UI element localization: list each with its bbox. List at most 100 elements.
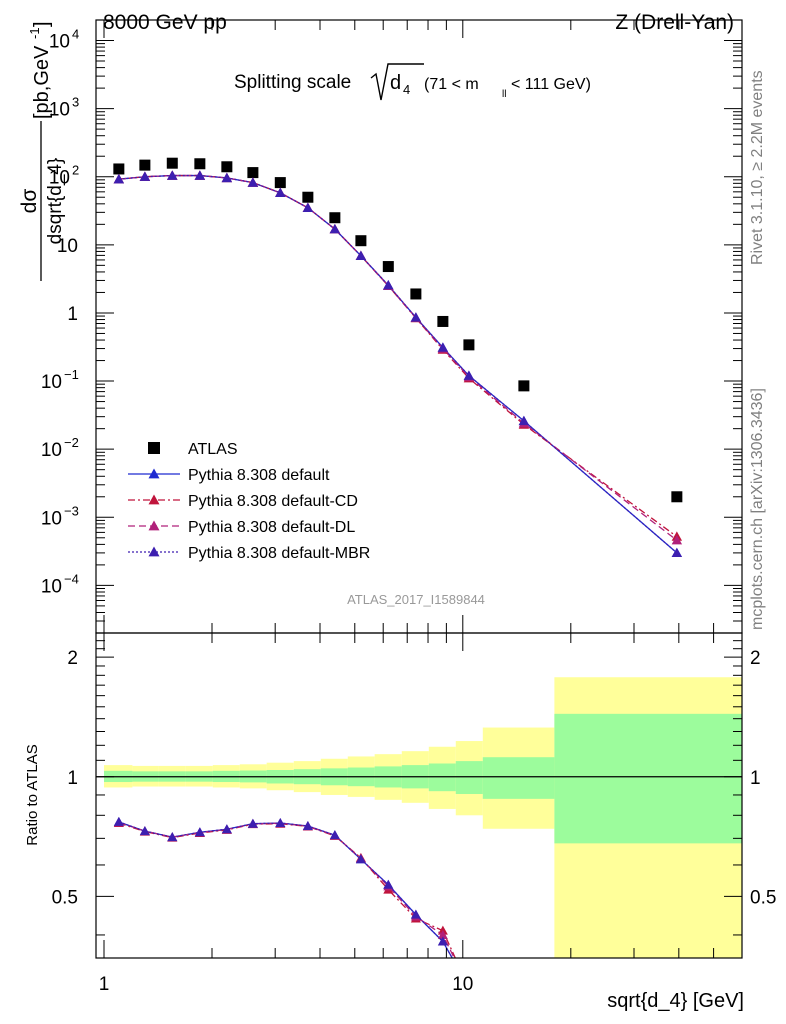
- ratio-series-group: [113, 816, 456, 958]
- atlas-data-point: [113, 163, 125, 175]
- main-y-axis-label: dσ dsqrt{d_4} [pb,GeV -1 ]: [18, 21, 66, 281]
- ratio-y-tick-label-right: 2: [750, 648, 761, 669]
- ratio-marker-3: [329, 830, 340, 840]
- ratio-marker-3: [355, 854, 366, 864]
- series-marker-4: [167, 170, 178, 180]
- title-subscript: 4: [403, 82, 410, 97]
- y-tick-exponent: −4: [64, 571, 79, 586]
- main-series-group: [113, 157, 683, 558]
- series-marker-4: [671, 547, 683, 558]
- ratio-marker-2: [437, 929, 448, 939]
- legend: ATLAS Pythia 8.308 default Pythia 8.308 de…: [128, 441, 370, 562]
- ratio-line-1: [118, 822, 456, 958]
- series-marker-4: [275, 187, 286, 197]
- atlas-data-point: [410, 288, 422, 300]
- ratio-y-tick-label: 2: [67, 648, 78, 669]
- y-tick-label: 1: [67, 304, 78, 325]
- ratio-marker-3: [247, 818, 258, 828]
- header-left: 8000 GeV pp: [103, 11, 227, 34]
- atlas-data-point: [437, 315, 449, 327]
- atlas-data-point: [247, 167, 259, 179]
- legend-label-1: Pythia 8.308 default: [188, 467, 330, 484]
- atlas-data-point: [166, 157, 178, 169]
- ratio-line-0: [118, 821, 453, 958]
- rivet-note: Rivet 3.1.10, ≥ 2.2M events: [749, 70, 766, 265]
- ratio-y-tick-label-right: 0.5: [750, 887, 776, 908]
- ratio-marker-3: [437, 936, 448, 946]
- main-plot-frame: [95, 19, 743, 634]
- ratio-uncertainty-bands: [96, 677, 742, 958]
- atlas-data-point: [382, 261, 394, 273]
- ratio-line-2: [118, 821, 455, 958]
- ratio-plot-frame: [95, 632, 743, 959]
- legend-marker-4: [148, 546, 160, 557]
- ratio-marker-3: [167, 832, 178, 842]
- series-marker-4: [355, 250, 367, 260]
- y-tick-label: 10: [57, 236, 78, 257]
- legend-label-2: Pythia 8.308 default-CD: [188, 493, 358, 510]
- legend-label-4: Pythia 8.308 default-MBR: [188, 545, 370, 562]
- atlas-data-point: [463, 339, 475, 351]
- legend-marker-2: [148, 494, 160, 505]
- ratio-y-axis-label: Ratio to ATLAS: [24, 744, 41, 845]
- legend-label-0: ATLAS: [188, 441, 238, 458]
- y-tick-exponent: 3: [72, 95, 79, 110]
- atlas-data-point: [329, 212, 341, 224]
- series-line-4: [118, 174, 678, 554]
- ratio-series-clipped: [113, 816, 456, 958]
- y-tick-exponent: 4: [72, 27, 79, 42]
- atlas-data-point: [518, 380, 530, 392]
- stat-uncertainty-band: [482, 757, 555, 799]
- y-label-numerator: dσ: [18, 189, 41, 214]
- series-marker-4: [302, 202, 314, 212]
- ratio-marker-3: [410, 909, 421, 919]
- y-tick-label: 10: [49, 32, 70, 53]
- y-tick-label: 10: [41, 508, 62, 529]
- legend-marker-1: [148, 468, 160, 479]
- y-tick-exponent: −3: [64, 503, 79, 518]
- atlas-data-point: [274, 177, 286, 189]
- legend-label-3: Pythia 8.308 default-DL: [188, 519, 355, 536]
- legend-marker-3: [148, 520, 160, 531]
- atlas-data-point: [671, 491, 683, 503]
- series-marker-4: [463, 370, 475, 380]
- title-symbol: d: [390, 72, 401, 94]
- y-tick-exponent: −2: [64, 435, 79, 450]
- ratio-marker-3: [113, 816, 124, 826]
- series-marker-3: [671, 535, 683, 545]
- mcplots-note: mcplots.cern.ch [arXiv:1306.3436]: [749, 388, 766, 630]
- series-marker-4: [221, 172, 233, 183]
- atlas-data-point: [139, 159, 151, 171]
- series-marker-4: [247, 177, 259, 187]
- y-label-units: [pb,GeV: [31, 45, 53, 119]
- title-cut: (71 < m: [424, 76, 479, 93]
- analysis-watermark: ATLAS_2017_I1589844: [347, 592, 485, 607]
- y-tick-exponent: −1: [64, 367, 79, 382]
- y-label-denominator: dsqrt{d_4}: [45, 158, 66, 245]
- ratio-y-tick-label-right: 1: [750, 768, 761, 789]
- title-cut-sub: ll: [502, 89, 506, 100]
- series-marker-4: [194, 170, 206, 180]
- ratio-y-tick-label: 0.5: [52, 887, 78, 908]
- series-marker-4: [518, 415, 530, 426]
- x-axis-label: sqrt{d_4} [GeV]: [607, 990, 744, 1012]
- atlas-data-point: [221, 161, 233, 173]
- y-tick-label: 10: [41, 440, 62, 461]
- atlas-data-point: [302, 191, 314, 203]
- y-label-units-sup: -1: [27, 27, 42, 39]
- stat-uncertainty-band: [554, 713, 742, 844]
- y-tick-label: 10: [41, 576, 62, 597]
- y-label-units-end: ]: [31, 21, 53, 27]
- series-marker-4: [329, 223, 341, 234]
- stat-uncertainty-band: [455, 761, 483, 795]
- ratio-marker-3: [302, 820, 313, 830]
- ratio-marker-3: [194, 827, 205, 837]
- sqrt-sign-icon: [370, 63, 424, 101]
- series-line-3: [118, 174, 678, 541]
- series-marker-4: [410, 312, 422, 322]
- ratio-marker-3: [275, 818, 286, 828]
- y-tick-label: 10: [49, 100, 70, 121]
- series-marker-4: [437, 342, 449, 352]
